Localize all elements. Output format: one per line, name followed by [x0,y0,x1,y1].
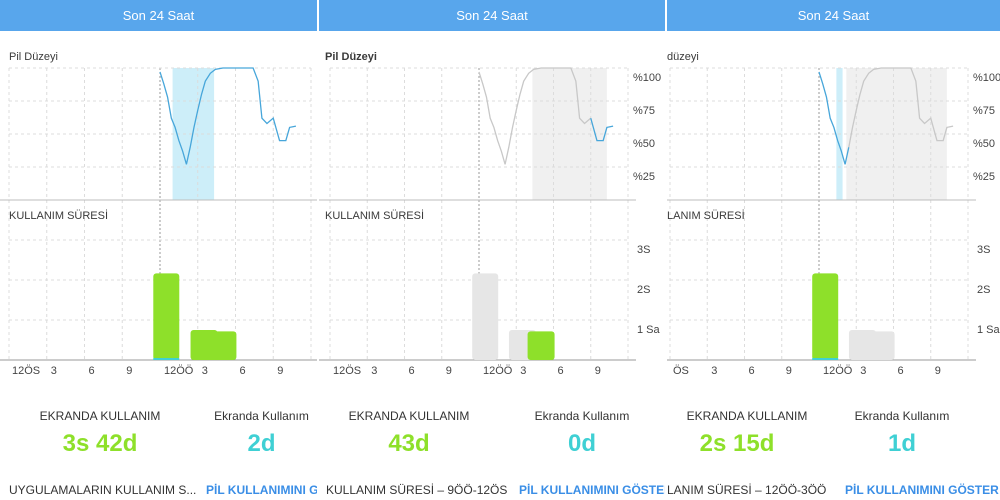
usage-time-range-header: LANIM SÜRESİ – 12ÖÖ-3ÖÖ [667,483,827,497]
battery-y-tick-label: %50 [633,138,655,150]
x-tick-label: 3 [520,365,526,377]
usage-bar [153,273,180,360]
screen-other-value: 2d [247,430,276,457]
x-tick-label: 6 [89,365,95,377]
x-tick-label: 3 [51,365,57,377]
battery-level-title: Pil Düzeyi [9,51,58,63]
screen-usage-value: 3s 42d [62,430,138,457]
screen-usage-label: EKRANDA KULLANIM [39,409,161,423]
usage-y-tick-label: 1 Sa [637,324,661,336]
x-tick-label: 6 [898,365,904,377]
battery-y-tick-label: %75 [973,105,995,117]
usage-bar-other [153,358,180,360]
screen-other-value: 0d [567,430,596,457]
screen-other-label: Ekranda Kullanım [214,409,309,423]
x-tick-label: 12ÖS [333,365,361,377]
usage-time-title: KULLANIM SÜRESİ [325,210,425,222]
x-tick-label: 12ÖS [12,365,40,377]
x-tick-label: 9 [786,365,792,377]
panel-1-charts: 12ÖS36912ÖÖ369Haz 5 [0,67,317,377]
app-usage-header: UYGULAMALARIN KULLANIM S... [9,483,197,497]
screen-usage-label: EKRANDA KULLANIM [348,409,470,423]
x-tick-label: 6 [409,365,415,377]
usage-time-range-header: KULLANIM SÜRESİ – 9ÖÖ-12ÖS [326,483,508,497]
show-battery-usage-link[interactable]: PİL KULLANIMINI GÖS [206,483,317,497]
x-tick-label: 3 [711,365,717,377]
panel-3: Son 24 Saat %100 %75 %50 %25 3S 2S 1 Sa ÖS 3 6 9 12… [667,0,1000,500]
usage-y-tick-label: 2S [637,284,650,296]
panel-2: Son 24 Saat %100 %75 %50 %25 3S 2S 1 Sa 12ÖS 3 6 9… [319,0,665,500]
x-tick-label: 3 [202,365,208,377]
screen-usage-value: 43d [388,430,430,457]
battery-level-line [590,117,614,142]
battery-y-tick-label: %50 [973,138,995,150]
panel-1: Son 24 Saat 12ÖS36912ÖÖ369Haz 5 Pil Düze… [0,0,317,500]
x-tick-label: 3 [860,365,866,377]
screen-usage-label: EKRANDA KULLANIM [686,409,808,423]
tab-last-24-hours[interactable]: Son 24 Saat [667,0,1000,31]
x-tick-label: 12ÖÖ [823,365,853,377]
screen-usage-value: 2s 15d [699,430,775,457]
tab-last-24-hours[interactable]: Son 24 Saat [0,0,317,31]
usage-time-title: KULLANIM SÜRESİ [9,210,109,222]
battery-level-title: düzeyi [667,51,699,63]
usage-bar [209,331,237,360]
x-tick-label: ÖS [673,365,689,377]
battery-y-tick-label: %25 [973,171,995,183]
x-tick-label: 9 [595,365,601,377]
usage-y-tick-label: 3S [977,244,990,256]
x-tick-label: 6 [558,365,564,377]
usage-bar [867,331,895,360]
battery-level-line [818,71,850,165]
x-tick-label: 12ÖÖ [164,365,194,377]
show-battery-usage-link[interactable]: PİL KULLANIMINI GÖSTER [845,483,999,497]
usage-bar [527,331,555,360]
screen-other-label: Ekranda Kullanım [534,409,630,423]
battery-level-title: Pil Düzeyi [325,51,377,63]
show-battery-usage-link[interactable]: PİL KULLANIMINI GÖSTER [519,483,665,497]
usage-bar [812,273,839,360]
x-tick-label: 12ÖÖ [483,365,513,377]
tab-last-24-hours[interactable]: Son 24 Saat [319,0,665,31]
x-tick-label: 3 [371,365,377,377]
x-tick-label: 6 [240,365,246,377]
screen-other-label: Ekranda Kullanım [854,409,950,423]
usage-time-title: LANIM SÜRESİ [667,210,745,222]
battery-y-tick-label: %75 [633,105,655,117]
battery-level-line-dim [848,67,954,148]
battery-level-line-dim [478,67,592,165]
battery-y-tick-label: %100 [973,72,1000,84]
battery-y-tick-label: %100 [633,72,661,84]
usage-bar [472,273,499,360]
battery-level-line [159,67,297,165]
usage-y-tick-label: 3S [637,244,650,256]
x-tick-label: 9 [446,365,452,377]
usage-bar-other [812,358,839,360]
screen-other-value: 1d [887,430,916,457]
battery-y-tick-label: %25 [633,171,655,183]
usage-y-tick-label: 1 Sa [977,324,1000,336]
usage-y-tick-label: 2S [977,284,990,296]
x-tick-label: 9 [277,365,283,377]
x-tick-label: 9 [126,365,132,377]
x-tick-label: 9 [935,365,941,377]
x-tick-label: 6 [749,365,755,377]
